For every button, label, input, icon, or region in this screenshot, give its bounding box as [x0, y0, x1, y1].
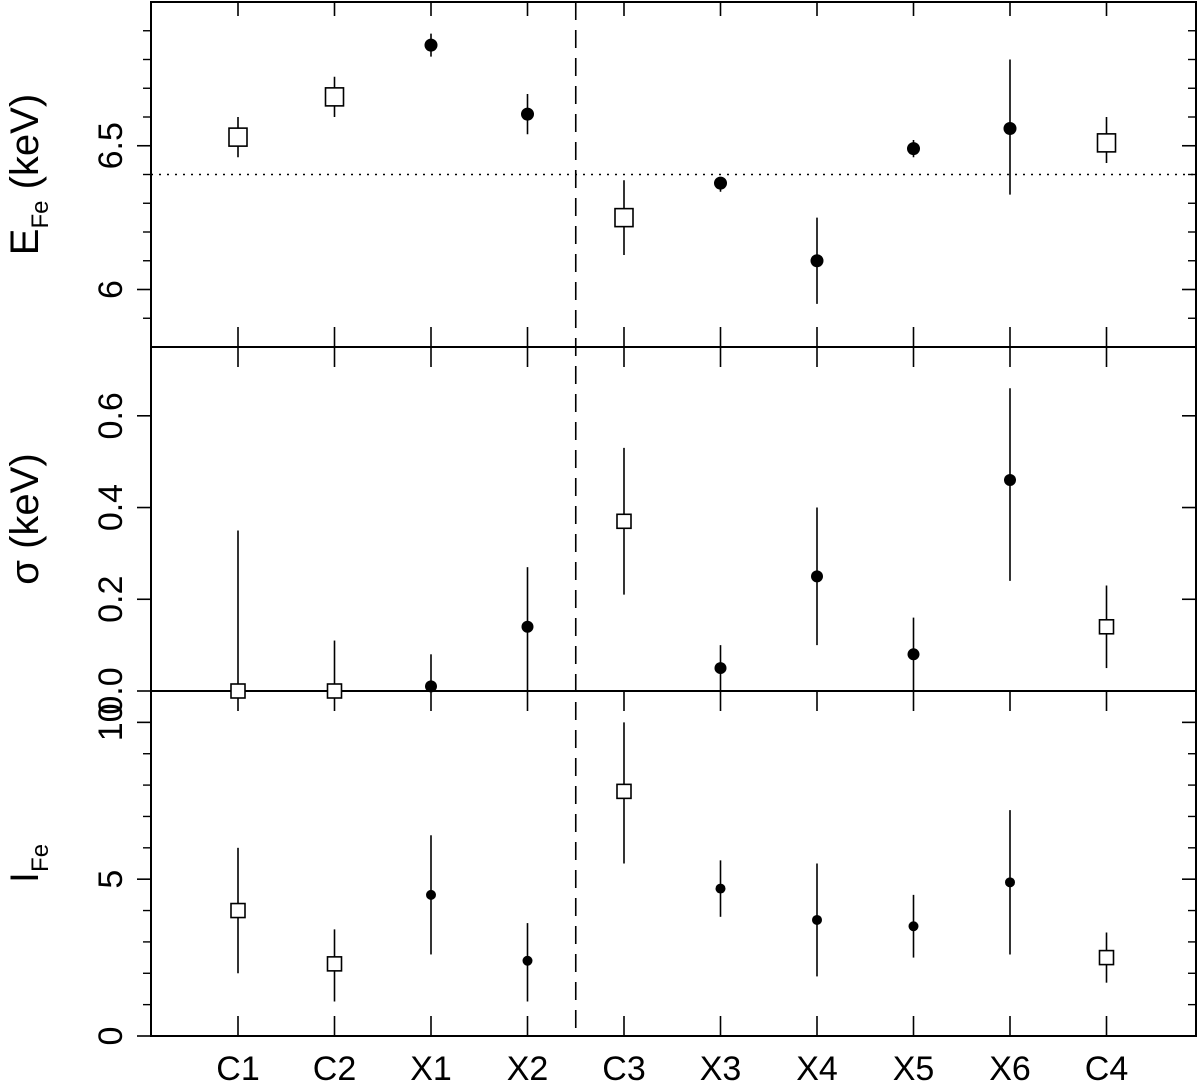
error-bars [237, 33, 1108, 1002]
point-sigma-C2 [326, 683, 343, 699]
point-energy-X6 [1003, 122, 1017, 135]
y-tick-label-intensity-1: 5 [92, 870, 130, 889]
point-intensity-C2 [326, 956, 343, 972]
point-intensity-X1 [426, 889, 436, 900]
point-energy-C1 [228, 127, 248, 147]
x-tick-label-X3: X3 [700, 1050, 742, 1084]
point-intensity-C4 [1098, 949, 1115, 966]
point-intensity-C3 [616, 783, 632, 800]
y-tick-label-sigma-1: 0.2 [92, 576, 130, 623]
tick-labels: C1 C2 X1 X2 C3 X3 X4 X5 X6 C4 6 6.5 0.0 0.2 0.4 0.6 0 5 10 [92, 122, 1128, 1084]
x-tick-label-X6: X6 [989, 1050, 1031, 1084]
x-tick-label-X5: X5 [893, 1050, 935, 1084]
y-axis-title-sub-intensity: Fe [27, 844, 54, 872]
point-sigma-C4 [1098, 618, 1115, 635]
y-tick-label-intensity-0: 0 [92, 1027, 130, 1046]
y-tick-label-intensity-2: 10 [92, 703, 130, 741]
data-points [228, 38, 1117, 972]
x-tick-label-C3: C3 [602, 1050, 645, 1084]
point-energy-X1 [424, 38, 438, 52]
x-tick-label-C4: C4 [1085, 1050, 1128, 1084]
point-intensity-X3 [715, 883, 726, 894]
point-intensity-X6 [1005, 877, 1015, 888]
point-energy-X2 [521, 107, 534, 121]
y-tick-label-energy-0: 6 [92, 280, 130, 299]
reference-lines [151, 2, 1196, 1036]
y-axis-title-sub-energy: Fe [27, 200, 54, 228]
y-tick-label-sigma-0: 0.0 [92, 667, 130, 714]
point-intensity-X4 [812, 914, 822, 925]
y-tick-label-energy-1: 6.5 [92, 122, 130, 169]
y-tick-label-sigma-2: 0.4 [92, 484, 130, 531]
point-sigma-X1 [425, 680, 437, 693]
point-energy-C3 [614, 207, 634, 228]
point-intensity-X2 [522, 955, 533, 966]
point-energy-C4 [1096, 133, 1117, 153]
point-sigma-X6 [1004, 474, 1016, 487]
point-sigma-C3 [616, 513, 632, 530]
x-tick-label-X1: X1 [410, 1050, 452, 1084]
y-axis-title-main-sigma: σ (keV) [3, 453, 47, 584]
point-energy-X3 [714, 176, 727, 190]
outer-frame [150, 1, 1197, 1037]
plot-frame [150, 1, 1197, 1037]
y-axis-title-main-energy: E [3, 229, 47, 256]
y-axis-title-energy: EFe (keV) [3, 94, 54, 255]
point-energy-C2 [324, 87, 345, 107]
y-axis-title-intensity: IFe [3, 844, 54, 883]
y-axis-title-main-intensity: I [3, 872, 47, 883]
x-tick-label-C1: C1 [216, 1050, 259, 1084]
y-tick-label-sigma-3: 0.6 [92, 392, 130, 439]
point-sigma-X4 [811, 570, 823, 583]
x-tick-label-C2: C2 [313, 1050, 356, 1084]
point-energy-X4 [810, 254, 824, 268]
point-sigma-X5 [907, 648, 920, 661]
axis-titles: EFe (keV)σ (keV)IFe [3, 94, 54, 883]
y-axis-title-unit-energy: (keV) [3, 94, 47, 201]
point-sigma-X2 [521, 620, 534, 633]
point-sigma-C1 [230, 683, 246, 699]
point-energy-X5 [907, 142, 920, 156]
y-axis-title-sigma: σ (keV) [3, 453, 47, 584]
x-tick-label-X4: X4 [796, 1050, 838, 1084]
point-intensity-X5 [908, 921, 919, 932]
point-intensity-C1 [230, 902, 246, 919]
axis-ticks [137, 2, 1196, 1037]
x-tick-label-X2: X2 [507, 1050, 549, 1084]
point-sigma-X3 [714, 662, 727, 675]
